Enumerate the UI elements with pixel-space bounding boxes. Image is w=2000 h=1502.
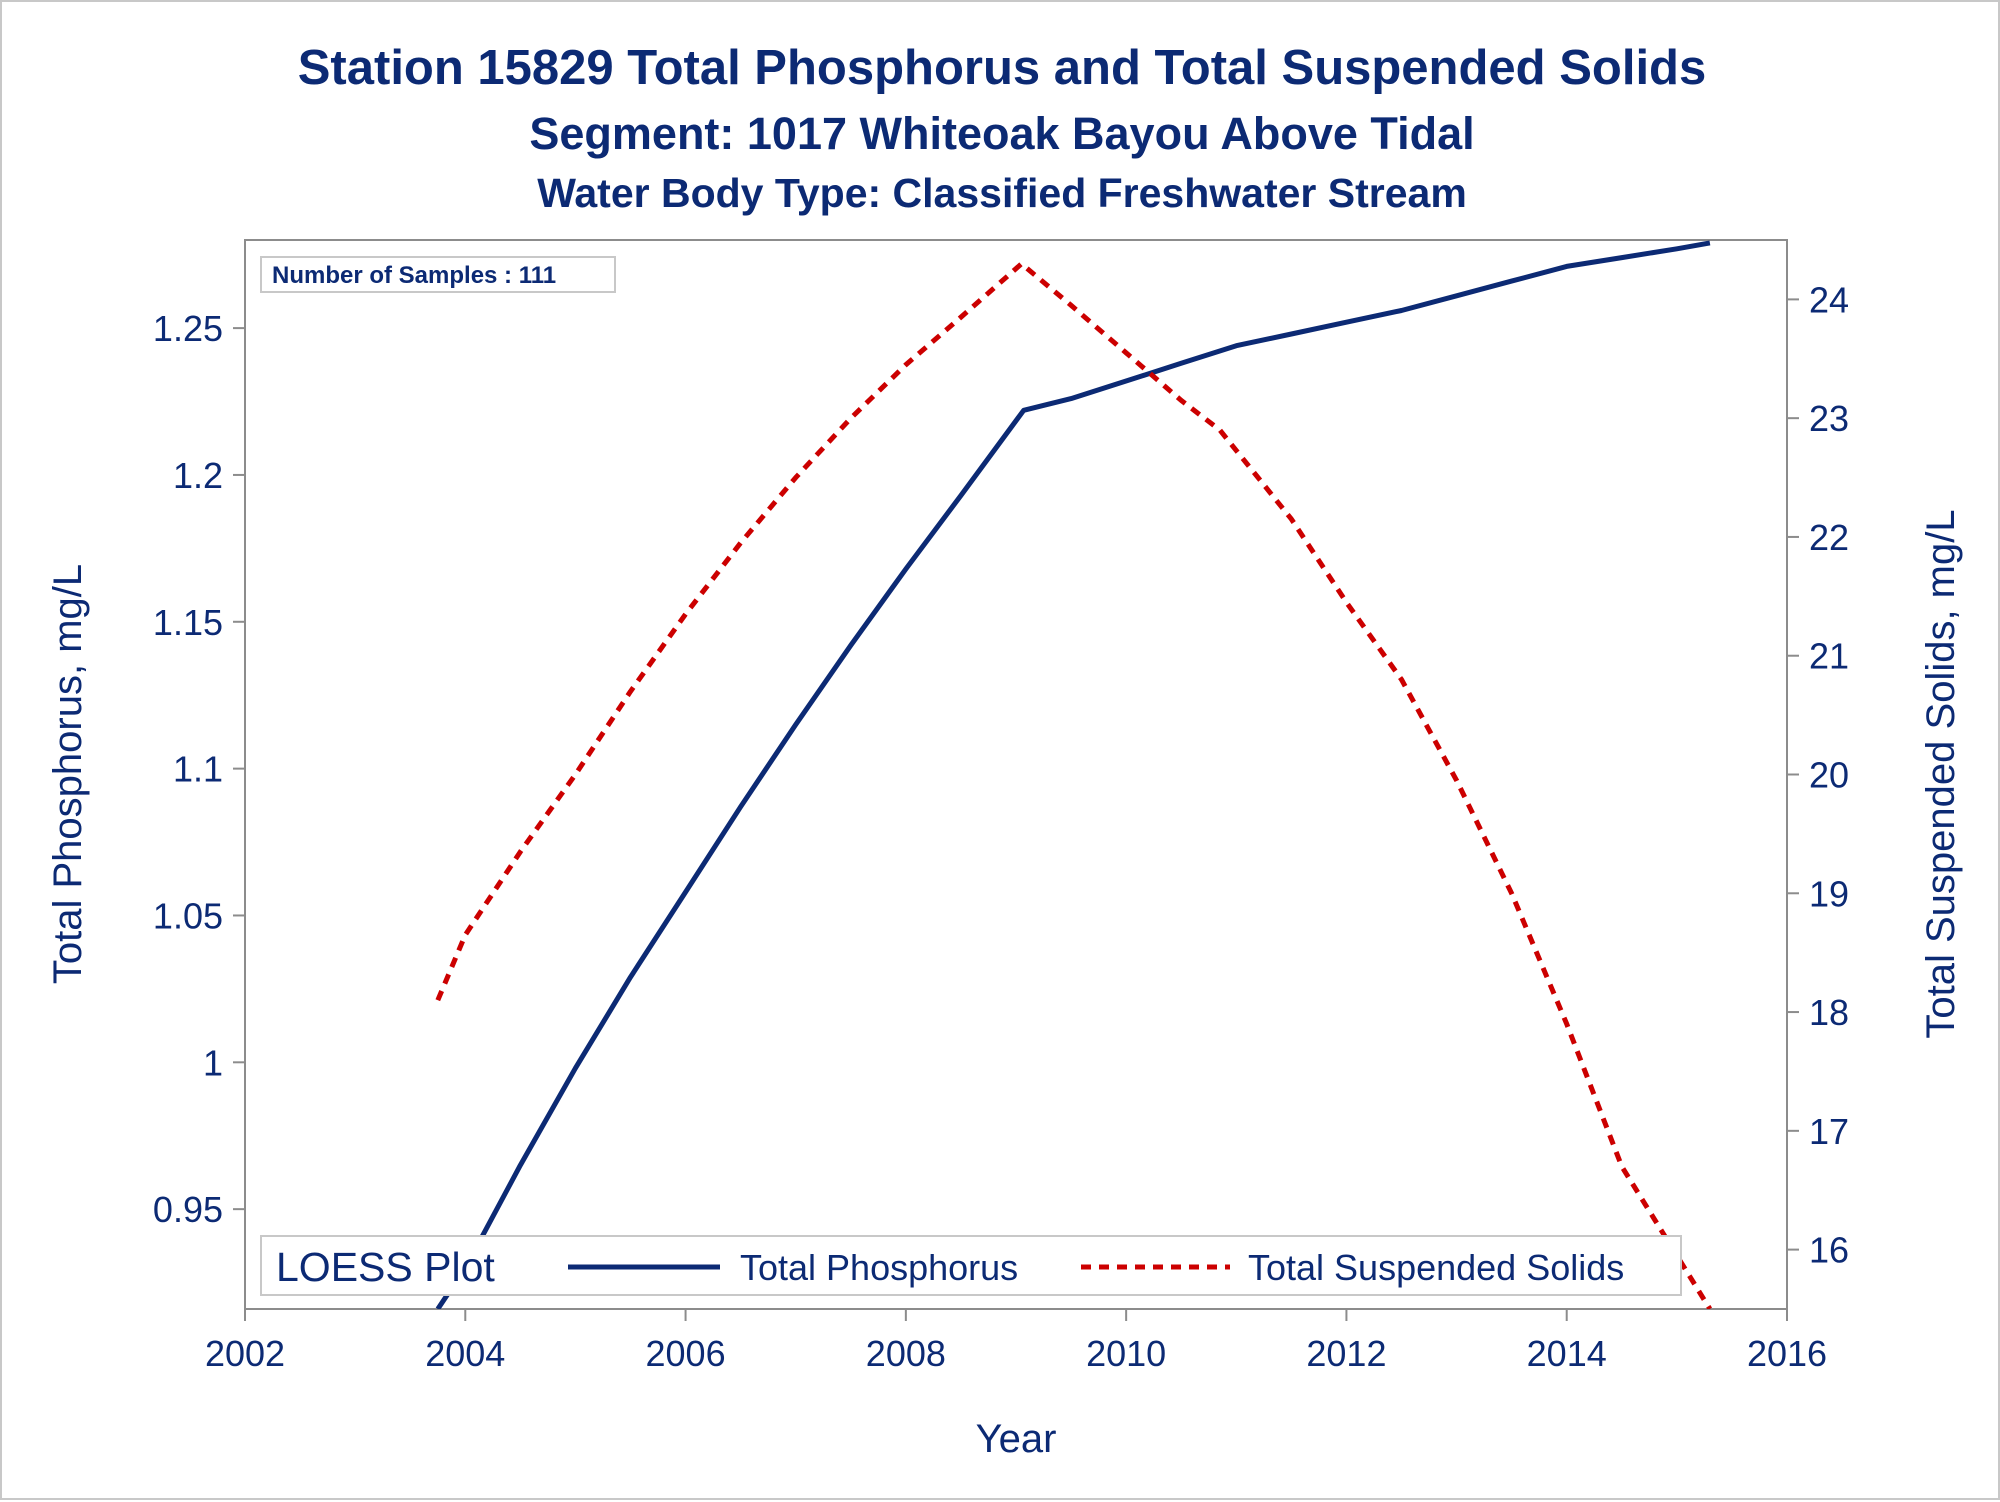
plot-area (244, 239, 1788, 1310)
y-tick-label: 0.95 (153, 1189, 223, 1230)
y2-tick-label: 23 (1809, 398, 1849, 439)
y2-tick-label: 21 (1809, 636, 1849, 677)
chart-subtitle-2: Water Body Type: Classified Freshwater S… (537, 170, 1467, 216)
y2-tick-label: 20 (1809, 755, 1849, 796)
x-tick-label: 2012 (1306, 1333, 1386, 1374)
chart-title: Station 15829 Total Phosphorus and Total… (297, 41, 1707, 95)
y-axis-label: Total Phosphorus, mg/L (46, 564, 90, 984)
x-tick-label: 2016 (1747, 1333, 1827, 1374)
x-tick-label: 2010 (1086, 1333, 1166, 1374)
x-axis: 2002 2004 2006 2008 2010 2012 2014 2016 (205, 1309, 1827, 1374)
y-tick-label: 1.15 (153, 602, 223, 643)
chart-subtitle: Segment: 1017 Whiteoak Bayou Above Tidal (529, 108, 1475, 159)
series-layer (435, 240, 1713, 1309)
x-tick-label: 2008 (866, 1333, 946, 1374)
y2-tick-label: 22 (1809, 517, 1849, 558)
y-axis-right: 16 17 18 19 20 21 22 23 24 (1787, 279, 1849, 1271)
samples-inset-box (260, 256, 616, 293)
y2-tick-label: 17 (1809, 1111, 1849, 1152)
y-tick-label: 1 (203, 1042, 223, 1083)
y2-tick-label: 18 (1809, 992, 1849, 1033)
legend: LOESS Plot Total Phosphorus Total Suspen… (260, 1235, 1682, 1296)
samples-inset: Number of Samples : 111 (260, 256, 616, 293)
y2-tick-label: 16 (1809, 1230, 1849, 1271)
series-line-phosphorus (435, 240, 1711, 1309)
y2-tick-label: 19 (1809, 873, 1849, 914)
x-tick-label: 2004 (425, 1333, 505, 1374)
legend-box (260, 1235, 1682, 1296)
legend-title: LOESS Plot (276, 1244, 495, 1290)
y2-tick-label: 24 (1809, 279, 1849, 320)
y-tick-label: 1.25 (153, 308, 223, 349)
y-tick-label: 1.2 (173, 455, 223, 496)
legend-label-phosphorus: Total Phosphorus (740, 1247, 1018, 1288)
legend-label-tss: Total Suspended Solids (1248, 1247, 1624, 1288)
y2-axis-label: Total Suspended Solids, mg/L (1919, 509, 1963, 1038)
series-line-tss (435, 261, 1713, 1309)
samples-inset-text: Number of Samples : 111 (272, 262, 556, 289)
y-axis-left: 0.95 1 1.05 1.1 1.15 1.2 1.25 (153, 308, 245, 1230)
y-tick-label: 1.1 (173, 749, 223, 790)
x-tick-label: 2002 (205, 1333, 285, 1374)
y-tick-label: 1.05 (153, 895, 223, 936)
x-tick-label: 2014 (1527, 1333, 1607, 1374)
x-tick-label: 2006 (646, 1333, 726, 1374)
x-axis-label: Year (976, 1417, 1057, 1461)
